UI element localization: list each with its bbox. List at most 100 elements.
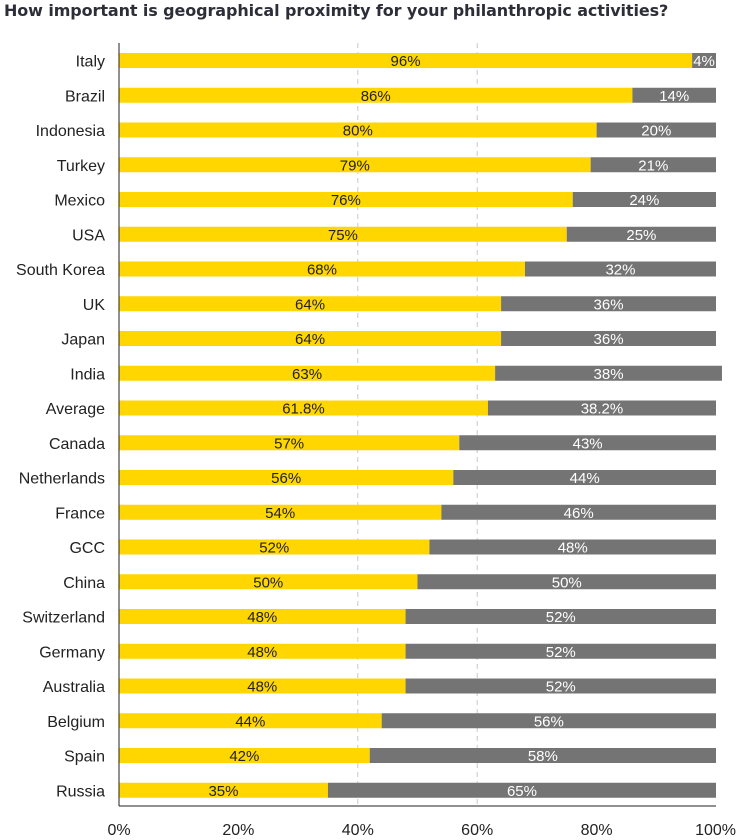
- chart-title: How important is geographical proximity …: [4, 1, 669, 20]
- category-label-21: Russia: [56, 783, 105, 800]
- category-label-11: Canada: [49, 436, 105, 453]
- data-label-not-important-14: 48%: [558, 540, 588, 557]
- bar-not-important-9: [495, 365, 722, 381]
- bar-not-important-21: [327, 782, 716, 798]
- bar-not-important-0: [692, 53, 716, 68]
- bar-not-important-16: [405, 609, 716, 624]
- bar-not-important-12: [453, 470, 716, 485]
- data-label-important-4: 76%: [331, 192, 361, 209]
- data-label-not-important-12: 44%: [570, 470, 600, 487]
- bar-not-important-5: [566, 226, 716, 242]
- bar-important-6: [119, 261, 525, 277]
- bar-important-5: [119, 226, 567, 242]
- data-label-important-5: 75%: [328, 227, 358, 244]
- data-label-not-important-19: 56%: [534, 713, 564, 730]
- category-label-7: UK: [83, 297, 106, 314]
- data-label-important-10: 61.8%: [282, 401, 325, 418]
- category-label-10: Average: [46, 401, 105, 418]
- data-label-important-15: 50%: [253, 574, 283, 591]
- bar-important-14: [119, 539, 430, 555]
- bar-important-15: [119, 574, 418, 590]
- category-label-19: Belgium: [47, 714, 105, 731]
- category-label-9: India: [70, 366, 105, 383]
- category-label-20: Spain: [64, 749, 105, 766]
- category-label-17: Germany: [39, 644, 105, 661]
- data-label-important-16: 48%: [247, 609, 277, 626]
- bar-important-11: [119, 435, 460, 451]
- data-label-not-important-4: 24%: [629, 192, 659, 209]
- bar-not-important-4: [572, 192, 716, 207]
- bar-not-important-2: [596, 122, 716, 138]
- bar-important-20: [119, 748, 370, 763]
- bar-important-8: [119, 331, 502, 346]
- data-label-important-0: 96%: [391, 53, 421, 70]
- category-label-1: Brazil: [65, 88, 105, 105]
- x-tick-label-0: 0%: [107, 822, 130, 839]
- data-label-not-important-7: 36%: [594, 296, 624, 313]
- bar-important-1: [119, 87, 633, 103]
- bar-not-important-8: [501, 331, 716, 346]
- category-label-6: South Korea: [16, 262, 105, 279]
- bar-important-13: [119, 504, 442, 520]
- bar-not-important-10: [487, 400, 716, 416]
- category-label-4: Mexico: [54, 193, 105, 210]
- bar-not-important-18: [405, 678, 716, 694]
- x-tick-label-3: 60%: [461, 822, 493, 839]
- data-label-important-21: 35%: [208, 783, 238, 800]
- data-label-important-14: 52%: [259, 540, 289, 557]
- bar-important-3: [119, 157, 591, 173]
- category-label-13: France: [55, 505, 105, 522]
- bar-important-7: [119, 296, 502, 312]
- bar-not-important-3: [590, 157, 716, 173]
- data-label-important-17: 48%: [247, 644, 277, 661]
- data-label-important-11: 57%: [274, 435, 304, 452]
- x-tick-label-1: 20%: [222, 822, 254, 839]
- x-tick-label-2: 40%: [342, 822, 374, 839]
- category-label-15: China: [63, 575, 105, 592]
- bar-important-18: [119, 678, 406, 694]
- data-label-important-19: 44%: [235, 713, 265, 730]
- category-label-0: Italy: [76, 54, 105, 71]
- data-label-not-important-9: 38%: [594, 366, 624, 383]
- data-label-important-12: 56%: [271, 470, 301, 487]
- bar-not-important-17: [405, 643, 716, 659]
- data-label-not-important-16: 52%: [546, 609, 576, 626]
- data-label-not-important-5: 25%: [626, 227, 656, 244]
- data-label-not-important-20: 58%: [528, 748, 558, 765]
- data-label-not-important-6: 32%: [605, 262, 635, 279]
- data-label-not-important-2: 20%: [641, 123, 671, 140]
- category-label-16: Switzerland: [22, 610, 105, 627]
- data-label-important-1: 86%: [361, 88, 391, 105]
- bar-not-important-7: [501, 296, 716, 312]
- bar-important-16: [119, 609, 406, 624]
- data-label-important-2: 80%: [343, 123, 373, 140]
- bar-not-important-6: [524, 261, 716, 277]
- data-label-not-important-8: 36%: [594, 331, 624, 348]
- bar-important-19: [119, 713, 382, 729]
- data-label-not-important-1: 14%: [659, 88, 689, 105]
- x-tick-label-4: 80%: [581, 822, 613, 839]
- data-label-important-18: 48%: [247, 679, 277, 696]
- data-label-important-8: 64%: [295, 331, 325, 348]
- data-label-not-important-10: 38.2%: [581, 401, 624, 418]
- data-label-not-important-11: 43%: [573, 435, 603, 452]
- bar-important-12: [119, 470, 454, 485]
- bar-not-important-19: [381, 713, 716, 729]
- data-label-not-important-21: 65%: [507, 783, 537, 800]
- bar-important-4: [119, 192, 573, 207]
- data-label-important-3: 79%: [340, 157, 370, 174]
- bar-not-important-20: [369, 748, 716, 763]
- bar-important-10: [119, 400, 488, 416]
- category-label-14: GCC: [69, 540, 105, 557]
- data-label-important-13: 54%: [265, 505, 295, 522]
- category-label-5: USA: [72, 227, 105, 244]
- data-label-important-7: 64%: [295, 296, 325, 313]
- bar-important-9: [119, 365, 496, 381]
- bar-important-0: [119, 53, 693, 68]
- data-label-not-important-18: 52%: [546, 679, 576, 696]
- data-label-important-9: 63%: [292, 366, 322, 383]
- data-label-not-important-3: 21%: [638, 157, 668, 174]
- data-label-not-important-0: 4%: [693, 53, 715, 70]
- bar-important-2: [119, 122, 597, 138]
